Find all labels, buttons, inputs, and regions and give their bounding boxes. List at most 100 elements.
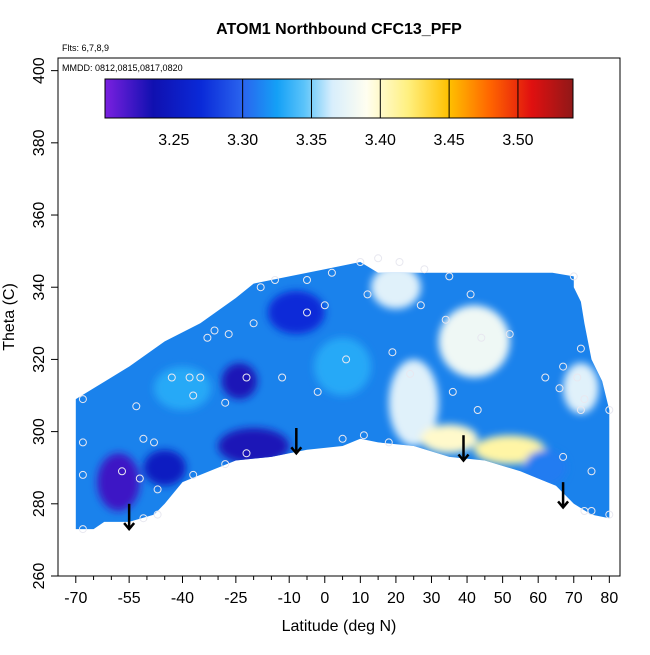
sample-point xyxy=(441,315,450,324)
y-tick-label: 260 xyxy=(31,563,48,590)
sample-point xyxy=(132,402,141,411)
sample-point xyxy=(153,485,162,494)
flight-arrow-head xyxy=(123,522,136,532)
field-anomaly xyxy=(314,337,372,396)
sample-point xyxy=(303,276,311,284)
sample-point xyxy=(580,395,589,404)
y-tick-label: 360 xyxy=(31,202,48,229)
y-tick-label: 320 xyxy=(31,346,48,373)
sample-point xyxy=(327,268,336,277)
field-anomaly-group xyxy=(97,265,599,511)
x-tick-label: 40 xyxy=(458,590,476,607)
field-anomaly xyxy=(371,265,421,309)
sample-point xyxy=(167,373,176,382)
sample-point xyxy=(395,258,404,266)
colorbar: 3.25 3.30 3.35 3.40 3.45 3.50 xyxy=(104,78,574,149)
sample-point xyxy=(139,434,148,443)
colorbar-tick-label: 3.50 xyxy=(502,132,533,149)
sample-point xyxy=(135,474,144,483)
sample-point xyxy=(505,330,514,339)
sample-point xyxy=(256,283,265,292)
sample-point xyxy=(249,319,258,328)
sample-point xyxy=(153,510,162,519)
field-anomaly xyxy=(221,363,258,400)
field-anomaly xyxy=(474,435,546,465)
sample-point xyxy=(224,330,233,339)
sample-point xyxy=(189,391,198,400)
field-anomaly xyxy=(267,290,325,335)
sample-point xyxy=(384,438,393,447)
field-anomaly xyxy=(524,449,567,486)
colorbar-tick-label: 3.30 xyxy=(227,132,258,149)
sample-point xyxy=(605,406,614,414)
colorbar-gradient xyxy=(104,78,574,119)
sample-point xyxy=(541,373,550,382)
sample-point xyxy=(576,406,585,414)
flights-label: Flts: 6,7,8,9 xyxy=(62,43,109,53)
sample-point xyxy=(559,452,568,461)
sample-point xyxy=(78,470,87,479)
sample-point xyxy=(448,387,457,396)
y-axis-label: Theta (C) xyxy=(1,283,18,351)
x-tick-label: 0 xyxy=(320,590,329,607)
y-tick-label: 280 xyxy=(31,490,48,517)
sample-point xyxy=(221,398,230,407)
x-tick-label: 20 xyxy=(387,590,405,607)
sample-point xyxy=(139,514,148,523)
sample-point xyxy=(118,467,126,476)
sample-point xyxy=(363,290,372,299)
x-tick-label: 50 xyxy=(494,590,512,607)
sample-point xyxy=(559,362,568,371)
sample-point xyxy=(189,470,198,479)
field-anomaly-blur xyxy=(97,265,599,511)
sample-point xyxy=(406,369,415,378)
sample-point xyxy=(555,384,564,393)
flight-arrows xyxy=(123,428,570,532)
sample-point xyxy=(313,387,322,396)
sample-point xyxy=(573,373,582,382)
field-anomaly xyxy=(97,453,140,511)
x-tick-label: 10 xyxy=(351,590,369,607)
y-tick-label: 340 xyxy=(31,274,48,301)
sample-point xyxy=(420,265,429,274)
sample-point xyxy=(303,308,311,317)
sample-point xyxy=(416,301,425,310)
sample-point xyxy=(356,258,365,266)
sample-point xyxy=(477,333,486,342)
y-tick-label: 400 xyxy=(31,57,48,84)
field-anomaly xyxy=(143,449,186,486)
x-tick-label: -10 xyxy=(278,590,301,607)
sample-point xyxy=(271,276,279,284)
field-anomaly xyxy=(420,424,478,454)
plot-frame xyxy=(57,57,621,577)
flight-arrow-head xyxy=(557,500,570,510)
sample-point xyxy=(78,525,87,534)
y-axis: 260 280 300 320 340 360 380 400 xyxy=(31,57,58,589)
x-tick-label: -40 xyxy=(171,590,194,607)
colorbar-tick-label: 3.25 xyxy=(158,132,189,149)
x-tick-label: 60 xyxy=(529,590,547,607)
sample-point xyxy=(78,438,87,447)
sample-point xyxy=(576,344,585,353)
sample-point xyxy=(78,395,87,404)
chart-title: ATOM1 Northbound CFC13_PFP xyxy=(216,21,462,38)
x-axis: -70 -55 -40 -25 -10 0 10 20 30 40 50 60 70 80 xyxy=(64,576,618,607)
sample-point xyxy=(150,438,158,447)
sample-point xyxy=(569,272,578,281)
sample-points xyxy=(78,254,614,534)
y-tick-label: 300 xyxy=(31,418,48,445)
dates-label: MMDD: 0812,0815,0817,0820 xyxy=(62,63,183,73)
y-tick-label: 380 xyxy=(31,129,48,156)
field-anomaly xyxy=(154,366,211,410)
sample-point xyxy=(210,326,219,335)
sample-point xyxy=(196,373,205,382)
x-tick-label: 70 xyxy=(565,590,583,607)
colorbar-tick-label: 3.40 xyxy=(365,132,396,149)
sample-point xyxy=(242,373,251,382)
sample-point xyxy=(242,449,251,458)
x-axis-label: Latitude (deg N) xyxy=(282,618,397,635)
field-anomaly xyxy=(438,305,510,378)
x-tick-label: 80 xyxy=(600,590,618,607)
flight-arrow-head xyxy=(290,446,303,456)
